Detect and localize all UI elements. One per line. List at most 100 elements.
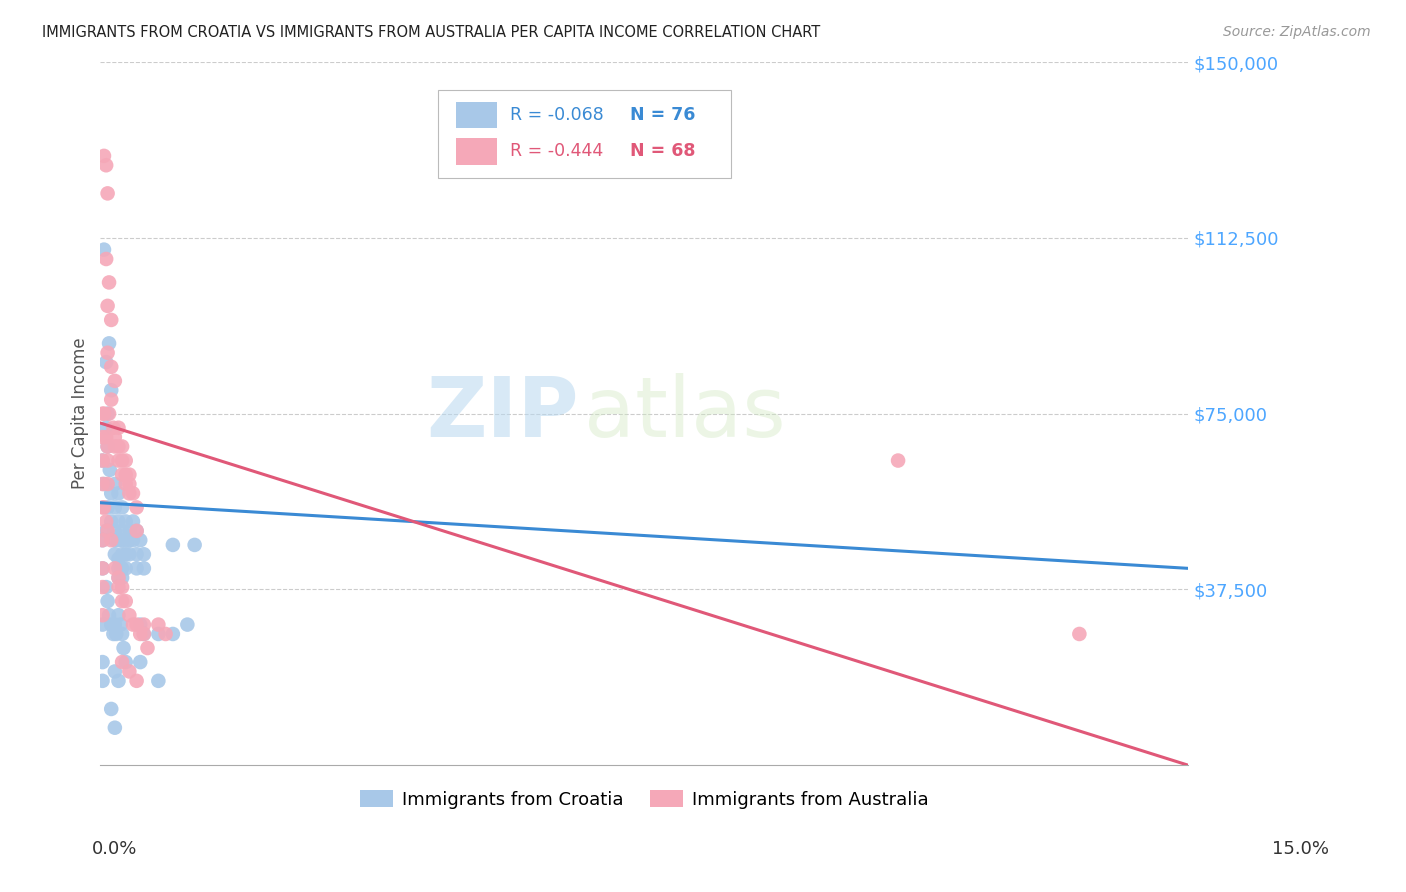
- FancyBboxPatch shape: [456, 138, 498, 165]
- Point: [111, 655, 134, 669]
- Point: [100, 533, 122, 548]
- Point: [129, 627, 152, 641]
- Point: [111, 561, 134, 575]
- Point: [183, 538, 205, 552]
- Point: [94, 580, 117, 594]
- Point: [93, 477, 115, 491]
- Point: [148, 673, 170, 688]
- Point: [162, 627, 184, 641]
- Point: [132, 617, 155, 632]
- Point: [98, 276, 121, 290]
- Point: [118, 608, 141, 623]
- Point: [118, 467, 141, 482]
- Point: [104, 665, 127, 679]
- Point: [111, 571, 134, 585]
- Point: [114, 533, 136, 548]
- Point: [118, 486, 141, 500]
- Point: [111, 453, 134, 467]
- Point: [114, 561, 136, 575]
- Point: [122, 515, 145, 529]
- Point: [118, 533, 141, 548]
- Point: [105, 627, 128, 641]
- Point: [118, 477, 141, 491]
- Point: [162, 538, 184, 552]
- Point: [91, 500, 114, 515]
- Point: [132, 561, 155, 575]
- Point: [148, 617, 170, 632]
- Point: [104, 440, 127, 454]
- Point: [132, 627, 155, 641]
- Point: [107, 533, 129, 548]
- Point: [114, 655, 136, 669]
- Point: [100, 515, 122, 529]
- Point: [104, 374, 127, 388]
- Point: [122, 617, 145, 632]
- Text: R = -0.068: R = -0.068: [510, 106, 605, 124]
- Point: [91, 561, 114, 575]
- Point: [91, 430, 114, 444]
- Text: 0.0%: 0.0%: [91, 840, 136, 858]
- Point: [91, 561, 114, 575]
- Text: 15.0%: 15.0%: [1271, 840, 1329, 858]
- Y-axis label: Per Capita Income: Per Capita Income: [72, 338, 89, 490]
- Point: [107, 580, 129, 594]
- Point: [91, 655, 114, 669]
- Point: [98, 336, 121, 351]
- Point: [91, 617, 114, 632]
- Point: [107, 552, 129, 566]
- Point: [94, 355, 117, 369]
- Point: [129, 533, 152, 548]
- Point: [107, 440, 129, 454]
- Point: [111, 500, 134, 515]
- Point: [1069, 627, 1091, 641]
- Point: [114, 594, 136, 608]
- Point: [118, 665, 141, 679]
- Point: [122, 533, 145, 548]
- Point: [93, 243, 115, 257]
- Point: [125, 500, 148, 515]
- Point: [887, 453, 910, 467]
- Point: [111, 627, 134, 641]
- Text: Source: ZipAtlas.com: Source: ZipAtlas.com: [1223, 25, 1371, 39]
- Point: [100, 359, 122, 374]
- Point: [100, 486, 122, 500]
- Point: [94, 158, 117, 172]
- Point: [104, 533, 127, 548]
- Point: [93, 407, 115, 421]
- Point: [104, 500, 127, 515]
- Point: [94, 524, 117, 538]
- Point: [94, 252, 117, 266]
- Point: [91, 533, 114, 548]
- Point: [104, 547, 127, 561]
- FancyBboxPatch shape: [456, 102, 498, 128]
- Point: [97, 186, 120, 201]
- Point: [114, 453, 136, 467]
- Point: [118, 524, 141, 538]
- Point: [107, 486, 129, 500]
- Text: R = -0.444: R = -0.444: [510, 143, 603, 161]
- Point: [98, 463, 121, 477]
- Text: IMMIGRANTS FROM CROATIA VS IMMIGRANTS FROM AUSTRALIA PER CAPITA INCOME CORRELATI: IMMIGRANTS FROM CROATIA VS IMMIGRANTS FR…: [42, 25, 821, 40]
- Point: [111, 533, 134, 548]
- Point: [93, 500, 115, 515]
- Point: [97, 440, 120, 454]
- Text: atlas: atlas: [585, 373, 786, 454]
- Point: [129, 617, 152, 632]
- Point: [91, 580, 114, 594]
- Point: [94, 421, 117, 435]
- Point: [104, 617, 127, 632]
- Point: [91, 477, 114, 491]
- Point: [103, 627, 125, 641]
- Point: [91, 533, 114, 548]
- Legend: Immigrants from Croatia, Immigrants from Australia: Immigrants from Croatia, Immigrants from…: [353, 783, 935, 816]
- Point: [104, 430, 127, 444]
- Point: [107, 673, 129, 688]
- Point: [97, 524, 120, 538]
- Point: [114, 547, 136, 561]
- Point: [91, 407, 114, 421]
- Point: [107, 608, 129, 623]
- Point: [97, 477, 120, 491]
- Point: [97, 407, 120, 421]
- Point: [91, 453, 114, 467]
- Point: [94, 515, 117, 529]
